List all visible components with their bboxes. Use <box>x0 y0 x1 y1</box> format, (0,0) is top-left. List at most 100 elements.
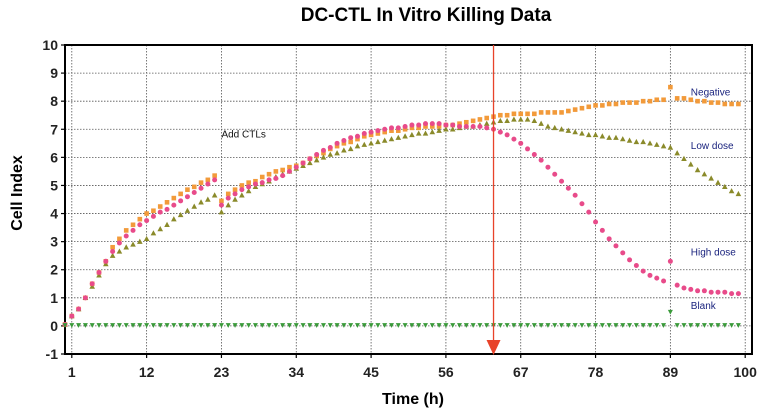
data-point <box>633 263 639 269</box>
data-point <box>212 323 218 328</box>
data-point <box>627 323 633 328</box>
data-point <box>654 275 660 281</box>
data-point <box>375 323 381 328</box>
y-tick-label: 8 <box>50 93 58 109</box>
data-point <box>688 97 694 103</box>
data-point <box>253 178 258 184</box>
data-point <box>736 101 741 107</box>
data-point <box>178 323 184 328</box>
data-point <box>123 244 130 250</box>
data-point <box>497 323 503 328</box>
data-point <box>450 323 456 328</box>
data-point <box>382 129 387 135</box>
data-point <box>566 108 571 114</box>
marker-arrowhead <box>486 340 501 355</box>
data-point <box>688 323 694 328</box>
data-point <box>280 323 286 328</box>
data-point <box>586 323 592 328</box>
data-point <box>354 323 360 328</box>
data-point <box>157 225 164 232</box>
data-point <box>729 291 735 297</box>
data-point <box>280 173 286 179</box>
annotations: Add CTLs Negative Low dose High dose Blank <box>221 88 736 312</box>
data-point <box>715 323 721 328</box>
data-point <box>205 323 211 328</box>
data-point <box>661 97 666 103</box>
data-point <box>184 323 190 328</box>
data-point <box>668 84 673 90</box>
data-point <box>82 295 88 301</box>
data-point <box>674 150 680 156</box>
data-point <box>239 183 245 188</box>
x-tick-label: 23 <box>214 364 230 380</box>
data-point <box>572 192 578 198</box>
annotation-label: High dose <box>691 248 736 259</box>
data-point <box>219 198 224 204</box>
y-tick-label: 6 <box>50 149 58 165</box>
data-point <box>694 167 701 173</box>
x-tick-label: 12 <box>139 364 155 380</box>
data-point <box>627 100 632 105</box>
data-point <box>266 171 272 177</box>
data-point <box>715 179 721 185</box>
data-point <box>191 184 197 190</box>
data-point <box>722 323 728 328</box>
data-point <box>559 110 564 115</box>
data-point <box>225 195 231 201</box>
data-point <box>354 133 360 139</box>
x-tick-label: 56 <box>438 364 454 380</box>
data-point <box>205 196 211 202</box>
data-point <box>525 323 531 328</box>
data-point <box>504 112 510 118</box>
data-point <box>545 110 551 115</box>
data-point <box>457 323 463 328</box>
data-point <box>286 323 292 328</box>
data-point <box>116 248 123 254</box>
data-point <box>191 203 198 209</box>
y-tick-label: 3 <box>50 234 58 250</box>
data-point <box>402 133 408 139</box>
data-point <box>177 211 184 218</box>
data-point <box>375 138 381 145</box>
data-point <box>687 161 694 167</box>
series-markers <box>62 84 742 328</box>
data-point <box>702 98 707 104</box>
data-point <box>415 130 422 136</box>
data-point <box>552 323 558 328</box>
data-point <box>198 185 204 191</box>
data-point <box>273 169 279 174</box>
data-point <box>287 164 292 170</box>
data-point <box>395 323 401 328</box>
data-point <box>688 286 694 292</box>
data-point <box>198 323 204 328</box>
data-point <box>667 309 673 315</box>
data-point <box>449 126 456 132</box>
data-point <box>110 323 116 328</box>
data-point <box>551 124 558 131</box>
data-point <box>681 155 687 161</box>
data-point <box>388 323 394 328</box>
data-point <box>620 100 626 105</box>
data-point <box>62 323 68 328</box>
annotation-label: Low dose <box>691 141 734 152</box>
data-point <box>375 131 381 136</box>
data-point <box>483 120 490 126</box>
data-point <box>375 128 381 134</box>
data-point <box>416 122 422 128</box>
data-point <box>619 136 626 142</box>
data-point <box>273 175 279 181</box>
data-point <box>701 288 707 294</box>
data-point <box>416 323 422 328</box>
data-point <box>239 192 245 198</box>
data-point <box>314 152 320 158</box>
data-point <box>674 323 680 328</box>
data-point <box>464 119 469 125</box>
data-point <box>695 323 701 328</box>
data-point <box>477 117 483 122</box>
data-point <box>565 127 572 133</box>
data-point <box>273 323 279 328</box>
data-point <box>137 238 143 244</box>
data-point <box>647 272 653 278</box>
data-point <box>531 323 537 328</box>
data-point <box>395 134 402 140</box>
